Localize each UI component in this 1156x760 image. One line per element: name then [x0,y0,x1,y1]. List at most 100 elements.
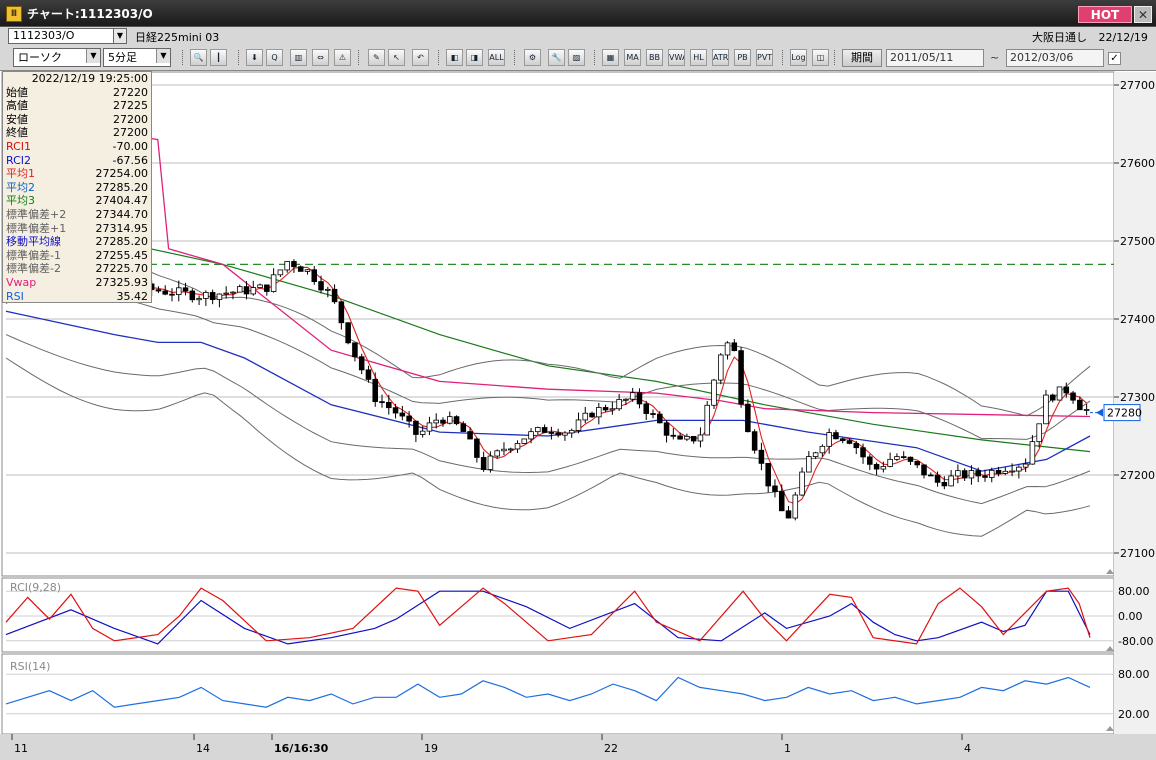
wrench-tool-icon[interactable]: 🔧 [548,49,565,66]
all-tool-icon[interactable]: ALL [488,49,505,66]
download-tool-icon[interactable]: ⬇ [246,49,263,66]
symbol-code-input[interactable]: 1112303/O [8,28,120,44]
grid-tool-icon[interactable]: ▦ [602,49,619,66]
timeframe-select[interactable]: 5分足 ▼ [103,48,171,67]
zoom-tool-icon[interactable]: 🔍 [190,49,207,66]
symbol-bar: 1112303/O ▼ 日経225mini 03 大阪日通し 22/12/19 [0,27,1156,45]
candle-body [650,413,656,415]
candle-right-tool-icon[interactable]: ◨ [466,49,483,66]
close-button[interactable]: ✕ [1134,6,1152,23]
candle-body [521,438,528,444]
pointer-tool-icon[interactable]: ↖ [388,49,405,66]
atr-tool-icon[interactable]: ATR [712,49,729,66]
pen-tool-icon[interactable]: ✎ [368,49,385,66]
info-value: 27200 [113,112,148,126]
settings-tool-icon[interactable]: ⚙ [524,49,541,66]
zoom-chart-tool-icon[interactable]: Q [266,49,283,66]
chevron-down-icon[interactable]: ▼ [113,28,127,44]
chart-type-select[interactable]: ローソク ▼ [13,48,101,67]
info-value: 27225.70 [95,262,149,276]
price-chart[interactable]: RCI(9,28) RSI(14) 27700 27600 27500 27400 27… [0,71,1156,760]
x-tick-label: 22 [604,742,618,755]
ma-tool-icon[interactable]: MA [624,49,641,66]
vwap-tool-icon[interactable]: VWAP [668,49,685,66]
candle-body [961,470,968,479]
bar-chart-tool-icon[interactable]: ▥ [290,49,307,66]
x-tick-label: 16/16:30 [274,742,329,755]
candle-body [880,466,887,470]
candle-body [250,287,257,295]
cursor-line-tool-icon[interactable]: ┃ [210,49,227,66]
candle-body [758,449,765,464]
bb-tool-icon[interactable]: BB [646,49,663,66]
info-row: 移動平均線 27285.20 [3,235,151,249]
info-value: 27314.95 [95,221,149,235]
undo-tool-icon[interactable]: ↶ [412,49,429,66]
pvt-tool-icon[interactable]: PVT [756,49,773,66]
candle-body [1016,466,1022,472]
rci-label: RCI(9,28) [10,581,61,594]
window-title: チャート:1112303/O [27,7,153,21]
candle-body [528,431,534,440]
color-tool-icon[interactable]: ▨ [568,49,585,66]
candle-body [982,475,988,478]
arrows-tool-icon[interactable]: ⇔ [312,49,329,66]
candle-body [507,448,514,451]
candle-left-tool-icon[interactable]: ◧ [446,49,463,66]
candle-body [846,440,853,444]
rci-tick-label: 80.00 [1118,585,1150,598]
candle-body [541,427,548,433]
chart-type-value: ローソク [18,51,62,64]
date-from-input[interactable]: 2011/05/11 [886,49,984,67]
candle-body [460,423,467,432]
candle-body [799,471,805,496]
candle-body [216,293,223,301]
warning-tool-icon[interactable]: ⚠ [334,49,351,66]
y-tick-label: 27400 [1120,313,1155,326]
candle-body [928,474,934,477]
rsi-line [5,676,1091,708]
split-tool-icon[interactable]: ◫ [812,49,829,66]
candle-body [338,301,345,324]
candle-body [1022,463,1029,468]
info-value: 27285.20 [95,180,149,194]
candle-body [745,403,751,433]
date-to-input[interactable]: 2012/03/06 [1006,49,1104,67]
chevron-down-icon: ▼ [86,49,100,63]
hl-tool-icon[interactable]: HL [690,49,707,66]
candle-body [453,416,460,425]
ma-line [5,310,1091,472]
candle-body [535,427,541,433]
candle-body [406,415,412,422]
timeframe-value: 5分足 [108,51,137,64]
candle-body [704,404,710,436]
panel-down-arrow-icon [1106,646,1114,651]
candle-body [419,430,426,435]
info-row: Vwap 27325.93 [3,276,151,290]
candle-body [684,435,690,440]
info-label: 標準偏差+2 [6,207,67,221]
candle-body [236,286,243,293]
hot-button[interactable]: HOT [1078,6,1132,23]
log-tool-icon[interactable]: Log [790,49,807,66]
period-checkbox[interactable]: ✓ [1108,52,1121,65]
info-row: RSI 35.42 [3,290,151,304]
period-button[interactable]: 期間 [842,49,882,67]
toolbar-separator [782,50,784,65]
bb-upper2-line [5,254,1091,417]
rsi-label: RSI(14) [10,660,50,673]
chart-app-icon: Ⅲ [6,6,22,22]
vwap-line [5,115,1091,418]
info-label: 始値 [6,85,28,99]
info-rows: 始値 27220 高値 27225 安値 27200 終値 27200 RCI1 -70.00 RC… [3,86,151,304]
rsi-tick-label: 20.00 [1118,708,1150,721]
candle-body [568,429,575,434]
candle-body [548,432,555,434]
info-row: 高値 27225 [3,99,151,113]
y-tick-label: 27100 [1120,547,1155,560]
candle-body [792,494,799,519]
candle-body [189,290,196,301]
candle-body [399,412,406,417]
pb-tool-icon[interactable]: PB [734,49,751,66]
info-label: 標準偏差-1 [6,248,61,262]
